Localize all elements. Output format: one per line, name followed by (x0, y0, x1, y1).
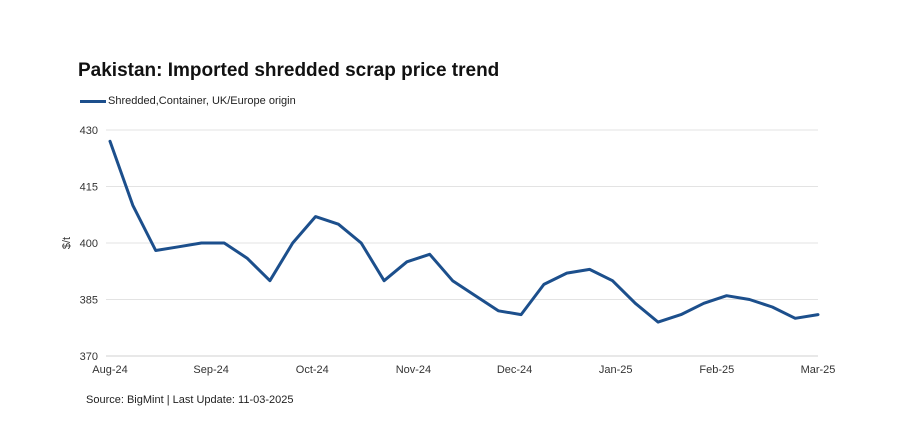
series-layer (108, 139, 820, 324)
x-tick-label: Mar-25 (801, 364, 836, 376)
x-tick-label: Feb-25 (699, 364, 734, 376)
x-tick-label: Oct-24 (296, 364, 329, 376)
x-tick-label: Jan-25 (599, 364, 633, 376)
y-tick-label: 385 (80, 295, 98, 307)
x-tick-label: Aug-24 (92, 364, 127, 376)
x-tick-label: Dec-24 (497, 364, 532, 376)
y-axis-ticks: 370 385 400 415 430 (80, 125, 98, 363)
y-tick-label: 400 (80, 238, 98, 250)
legend: Shredded,Container, UK/Europe origin (80, 95, 296, 107)
x-axis-ticks: Aug-24 Sep-24 Oct-24 Nov-24 Dec-24 Jan-25 Feb-… (92, 364, 835, 376)
y-tick-label: 430 (80, 125, 98, 137)
chart-title: Pakistan: Imported shredded scrap price … (78, 60, 500, 81)
legend-label: Shredded,Container, UK/Europe origin (108, 95, 296, 107)
series-line (108, 139, 820, 324)
y-axis-title: $/t (61, 237, 73, 249)
x-tick-label: Sep-24 (193, 364, 228, 376)
x-tick-label: Nov-24 (396, 364, 431, 376)
source-note: Source: BigMint | Last Update: 11-03-202… (86, 394, 294, 406)
y-tick-label: 370 (80, 351, 98, 363)
y-tick-label: 415 (80, 182, 98, 194)
legend-swatch (80, 99, 106, 103)
